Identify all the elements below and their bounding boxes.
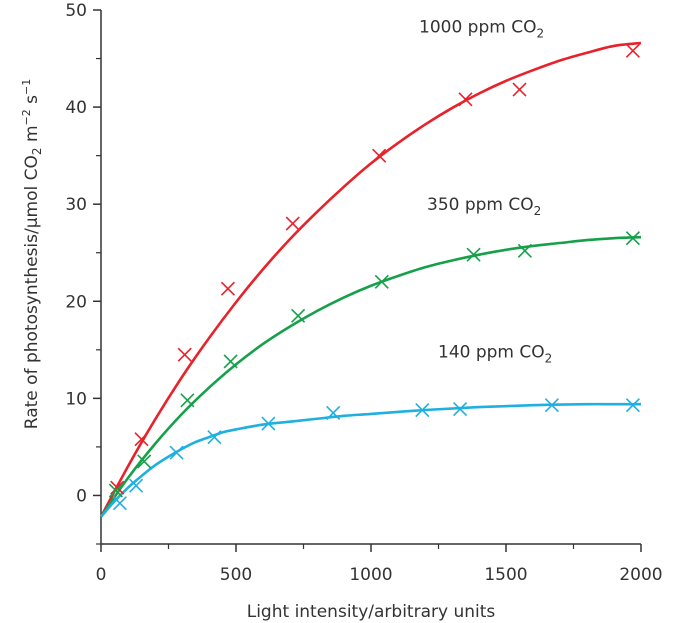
series-markers [108, 43, 640, 511]
data-point-co2-350 [466, 247, 481, 262]
data-point-co2-1000 [458, 92, 473, 107]
curve-co2-1000 [99, 41, 642, 518]
data-point-co2-1000 [285, 216, 300, 231]
data-point-co2-1000 [177, 347, 192, 362]
x-tick-label: 2000 [619, 565, 662, 585]
data-point-co2-350 [625, 231, 640, 246]
data-point-co2-140 [207, 430, 222, 445]
data-point-co2-140 [544, 398, 559, 413]
data-point-co2-350 [223, 354, 238, 369]
data-point-co2-350 [291, 308, 306, 323]
data-point-co2-350 [374, 274, 389, 289]
x-tick-label: 500 [220, 565, 252, 585]
x-tick-label: 1500 [484, 565, 527, 585]
data-point-co2-350 [180, 393, 195, 408]
y-tick-label: 40 [65, 98, 87, 118]
data-point-co2-140 [129, 478, 144, 493]
data-point-co2-1000 [110, 480, 125, 495]
y-tick-label: 20 [65, 292, 87, 312]
data-point-co2-1000 [512, 82, 527, 97]
data-point-co2-1000 [134, 432, 149, 447]
y-axis-title: Rate of photosynthesis/μmol CO2 m−2 s−1 [20, 79, 44, 429]
curve-co2-140 [100, 402, 641, 518]
data-point-co2-1000 [372, 148, 387, 163]
data-point-co2-1000 [220, 281, 235, 296]
data-point-co2-140 [326, 405, 341, 420]
y-tick-label: 10 [65, 389, 87, 409]
series-label-co2-140: 140 ppm CO2 [438, 343, 552, 366]
data-point-co2-140 [169, 445, 184, 460]
x-axis-title: Light intensity/arbitrary units [247, 602, 496, 622]
data-point-co2-1000 [625, 43, 640, 58]
data-point-co2-350 [517, 243, 532, 258]
data-point-co2-140 [112, 496, 127, 511]
data-point-co2-140 [625, 398, 640, 413]
series-curves [99, 41, 642, 518]
curve-co2-350 [99, 235, 642, 518]
series-label-co2-1000: 1000 ppm CO2 [419, 17, 544, 40]
data-point-co2-140 [261, 416, 276, 431]
data-point-co2-140 [453, 401, 468, 417]
y-tick-label: 30 [65, 195, 87, 215]
series-label-co2-350: 350 ppm CO2 [427, 195, 541, 218]
x-tick-label: 1000 [349, 565, 392, 585]
y-tick-label: 0 [76, 486, 87, 506]
y-tick-label: 50 [65, 1, 87, 21]
data-point-co2-140 [415, 402, 430, 418]
data-point-co2-350 [137, 454, 152, 469]
series-labels: 1000 ppm CO2 350 ppm CO2 140 ppm CO2 [419, 17, 552, 365]
x-tick-label: 0 [96, 565, 107, 585]
data-point-co2-350 [108, 483, 123, 498]
